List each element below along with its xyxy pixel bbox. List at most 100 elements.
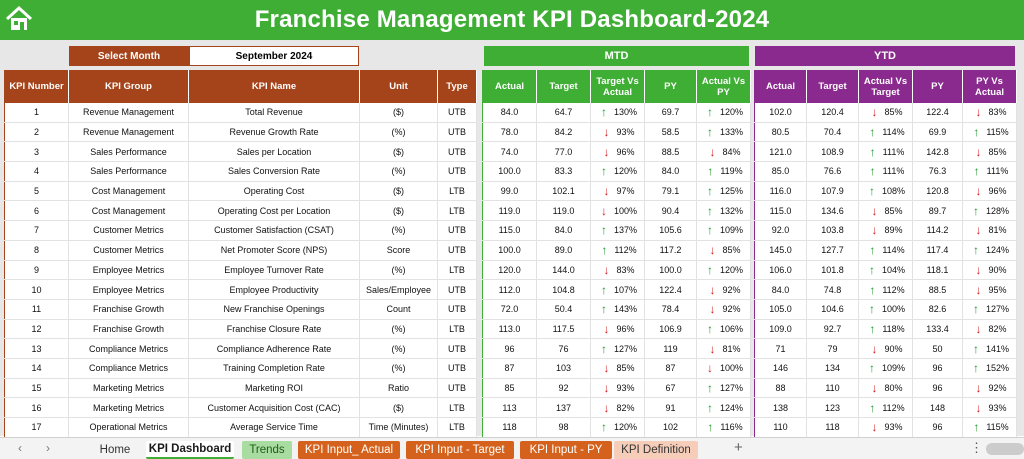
horizontal-scrollbar[interactable] <box>986 443 1024 455</box>
ytd-actual-cell: 109.0 <box>754 319 807 340</box>
ytd-py-vs-actual-cell-wrap: ↓ 92% <box>963 382 1016 394</box>
arrow-down-icon: ↓ <box>709 282 716 297</box>
mtd-actual-vs-py-cell-value: 106% <box>719 323 744 334</box>
arrow-up-icon: ↑ <box>868 302 875 317</box>
arrow-up-icon: ↑ <box>706 125 713 140</box>
sheet-tab-home[interactable]: Home <box>99 444 131 456</box>
ytd-py-vs-actual-cell-value: 124% <box>985 245 1010 256</box>
mtd-target-vs-actual-cell-wrap: ↑ 130% <box>591 106 644 118</box>
mtd-target-cell: 83.3 <box>536 161 591 182</box>
chevron-left-icon[interactable]: ‹ <box>18 441 22 455</box>
ytd-table: Actual Target Actual Vs Target PY PY Vs Actu… <box>754 70 1017 438</box>
sheet-tab-trends[interactable]: Trends <box>242 441 292 459</box>
ytd-actual-vs-target-cell-wrap: ↑ 112% <box>859 284 912 296</box>
column-header: KPI Group <box>68 70 189 103</box>
table-row: 6 Cost Management Operating Cost per Locat… <box>4 200 477 222</box>
ytd-actual-vs-target-cell: ↓ 85% <box>858 200 913 222</box>
mtd-py-cell: 90.4 <box>644 200 697 222</box>
mtd-target-vs-actual-cell-value: 120% <box>613 422 638 433</box>
mtd-target-vs-actual-cell-wrap: ↓ 83% <box>591 264 644 276</box>
ytd-py-vs-actual-cell-value: 93% <box>988 402 1007 413</box>
kpi-unit-cell: (%) <box>359 220 438 241</box>
sheet-tab-kpi-input-actual[interactable]: KPI Input_ Actual <box>298 441 400 459</box>
ytd-target-cell: 123 <box>806 397 859 418</box>
ytd-row: 115.0 134.6 ↓ 85% 89.7 ↑ 128% <box>754 200 1017 222</box>
table-row: 8 Customer Metrics Net Promoter Score (NPS… <box>4 240 477 261</box>
sheet-tab-kpi-definition[interactable]: KPI Definition <box>614 441 698 459</box>
ytd-py-vs-actual-cell: ↑ 111% <box>962 161 1017 182</box>
table-row: 12 Franchise Growth Franchise Closure Rate… <box>4 319 477 340</box>
mtd-row: 78.0 84.2 ↓ 93% 58.5 ↑ 133% <box>482 122 751 143</box>
ytd-py-vs-actual-cell-wrap: ↑ 152% <box>963 362 1016 374</box>
ytd-row: 110 118 ↓ 93% 96 ↑ 115% <box>754 417 1017 438</box>
arrow-up-icon: ↑ <box>706 223 713 238</box>
more-vertical-icon[interactable]: ⋮ <box>970 440 983 455</box>
ytd-actual-cell: 116.0 <box>754 181 807 202</box>
ytd-py-cell: 117.4 <box>912 240 963 261</box>
ytd-row: 85.0 76.6 ↑ 111% 76.3 ↑ 111% <box>754 161 1017 182</box>
mtd-column-header: Target <box>536 70 591 103</box>
mtd-actual-vs-py-cell-value: 120% <box>719 264 744 275</box>
plus-icon[interactable]: + <box>734 439 743 456</box>
kpi-type-cell: LTB <box>437 181 477 202</box>
mtd-actual-vs-py-cell-value: 124% <box>719 402 744 413</box>
kpi-type-cell: UTB <box>437 102 477 123</box>
select-month-dropdown[interactable]: September 2024 <box>189 46 359 66</box>
sheet-tab-kpi-input-py[interactable]: KPI Input - PY <box>520 441 612 459</box>
arrow-down-icon: ↓ <box>975 184 982 199</box>
chevron-right-icon[interactable]: › <box>46 441 50 455</box>
ytd-actual-vs-target-cell-value: 118% <box>882 323 905 334</box>
ytd-py-vs-actual-cell: ↓ 95% <box>962 279 1017 300</box>
kpi-type-cell: LTB <box>437 417 477 438</box>
arrow-up-icon: ↑ <box>706 321 713 336</box>
ytd-py-cell: 118.1 <box>912 260 963 281</box>
mtd-target-vs-actual-cell: ↑ 107% <box>590 279 645 300</box>
ytd-py-vs-actual-cell: ↓ 92% <box>962 378 1017 399</box>
ytd-py-vs-actual-cell: ↓ 85% <box>962 141 1017 163</box>
ytd-actual-vs-target-cell: ↓ 93% <box>858 417 913 438</box>
kpi-type-cell: UTB <box>437 240 477 261</box>
sheet-tab-kpi-input-target[interactable]: KPI Input - Target <box>406 441 514 459</box>
ytd-py-vs-actual-cell-value: 96% <box>988 186 1007 197</box>
ytd-py-vs-actual-cell: ↑ 152% <box>962 358 1017 379</box>
kpi-num-cell: 2 <box>4 122 69 143</box>
ytd-actual-cell: 80.5 <box>754 122 807 143</box>
mtd-actual-vs-py-cell: ↑ 132% <box>696 200 751 222</box>
mtd-actual-vs-py-cell-wrap: ↑ 120% <box>697 106 750 118</box>
ytd-actual-vs-target-cell: ↑ 112% <box>858 279 913 300</box>
home-icon[interactable] <box>4 4 34 34</box>
column-header: Unit <box>359 70 438 103</box>
ytd-actual-vs-target-cell-wrap: ↓ 85% <box>859 205 912 217</box>
arrow-up-icon: ↑ <box>973 164 980 179</box>
ytd-py-vs-actual-cell-value: 152% <box>985 363 1010 374</box>
mtd-actual-cell: 120.0 <box>482 260 537 281</box>
sheet-tab-kpi-dashboard[interactable]: KPI Dashboard <box>146 441 234 459</box>
ytd-actual-vs-target-cell-value: 104% <box>881 264 906 275</box>
ytd-target-cell: 76.6 <box>806 161 859 182</box>
ytd-actual-vs-target-cell-value: 114% <box>882 127 905 138</box>
arrow-down-icon: ↓ <box>975 223 982 238</box>
kpi-unit-cell: (%) <box>359 122 438 143</box>
mtd-py-cell: 87 <box>644 358 697 379</box>
kpi-type-cell: LTB <box>437 200 477 222</box>
arrow-up-icon: ↑ <box>868 262 875 277</box>
ytd-actual-cell: 115.0 <box>754 200 807 222</box>
mtd-actual-vs-py-cell-wrap: ↑ 127% <box>697 382 750 394</box>
ytd-row: 80.5 70.4 ↑ 114% 69.9 ↑ 115% <box>754 122 1017 143</box>
ytd-row: 106.0 101.8 ↑ 104% 118.1 ↓ 90% <box>754 260 1017 281</box>
table-row: 10 Employee Metrics Employee Productivity S… <box>4 279 477 300</box>
ytd-py-cell: 89.7 <box>912 200 963 222</box>
mtd-actual-vs-py-cell-value: 133% <box>719 127 744 138</box>
arrow-up-icon: ↑ <box>869 144 876 159</box>
arrow-down-icon: ↓ <box>975 321 982 336</box>
kpi-num-cell: 17 <box>4 417 69 438</box>
arrow-up-icon: ↑ <box>973 420 980 435</box>
mtd-py-cell: 105.6 <box>644 220 697 241</box>
kpi-num-cell: 6 <box>4 200 69 222</box>
ytd-py-vs-actual-cell-value: 82% <box>988 323 1007 334</box>
mtd-actual-vs-py-cell-wrap: ↑ 133% <box>697 125 750 140</box>
table-row: 15 Marketing Metrics Marketing ROI Ratio UTB <box>4 378 477 399</box>
arrow-up-icon: ↑ <box>706 262 713 277</box>
mtd-target-vs-actual-cell-value: 120% <box>613 166 638 177</box>
mtd-target-vs-actual-cell-wrap: ↑ 107% <box>591 284 644 296</box>
